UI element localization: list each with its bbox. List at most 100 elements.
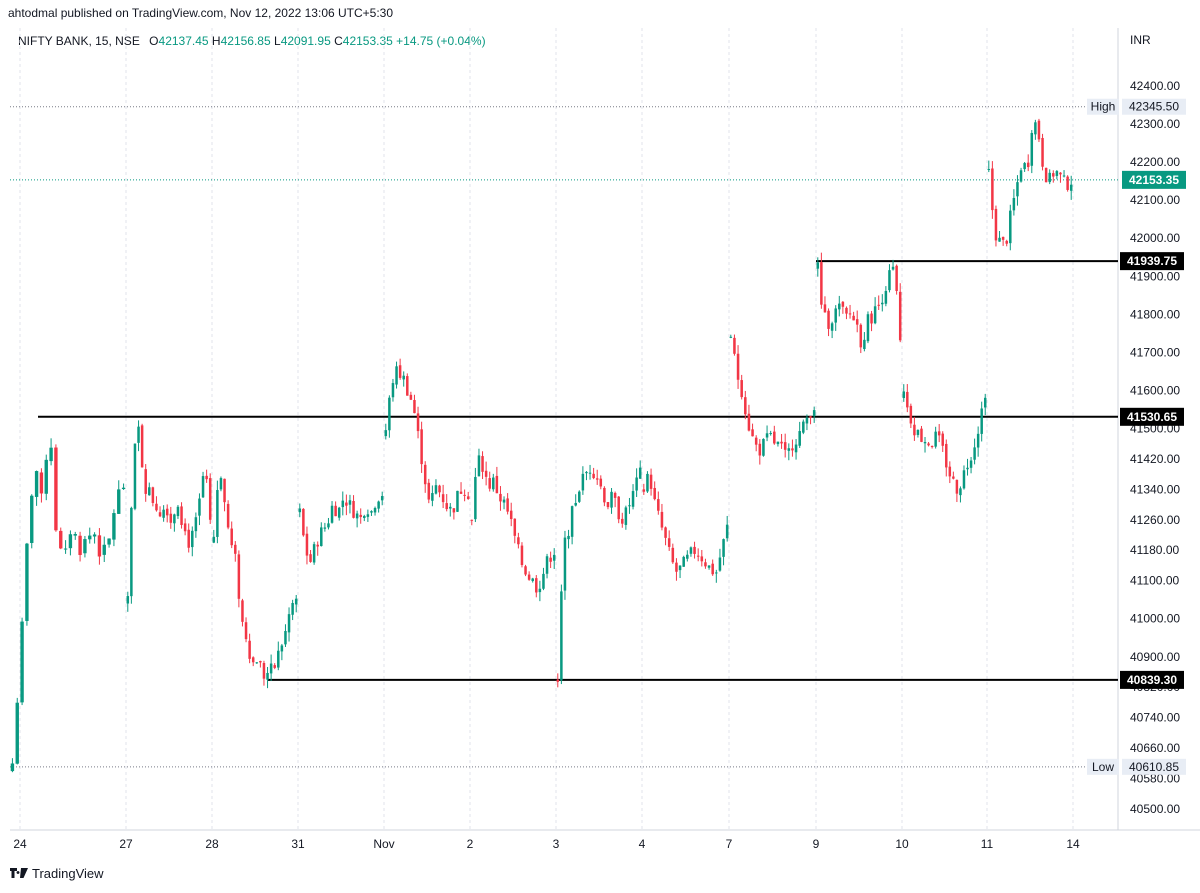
candle-body xyxy=(320,527,323,547)
candle-body xyxy=(973,447,976,460)
candle-body xyxy=(934,431,937,447)
candle-body xyxy=(552,554,556,561)
candle-body xyxy=(827,310,830,329)
level-price-tag xyxy=(1120,670,1184,689)
footer-brand: TradingView xyxy=(10,866,104,881)
candle-body xyxy=(923,441,927,444)
candle-body xyxy=(567,535,570,540)
candle-body xyxy=(330,505,334,523)
candle-body xyxy=(334,505,337,517)
candle-body xyxy=(945,443,948,468)
candle-body xyxy=(456,490,459,512)
candle-body xyxy=(34,471,39,497)
publisher-caption: ahtodmal published on TradingView.com, N… xyxy=(8,6,394,20)
candle-body xyxy=(642,489,646,492)
candle-body xyxy=(1066,176,1069,190)
candle-body xyxy=(592,473,595,479)
candle-body xyxy=(798,431,801,446)
candle-body xyxy=(1012,197,1016,211)
candle-body xyxy=(722,539,725,557)
candle-body xyxy=(355,513,359,519)
candle-body xyxy=(1069,184,1073,191)
candle-body xyxy=(373,507,377,513)
candle-body xyxy=(463,494,466,496)
candle-body xyxy=(20,621,24,703)
candle-body xyxy=(477,455,481,477)
candle-body xyxy=(284,630,287,645)
candle-body xyxy=(820,262,823,305)
candle-body xyxy=(423,464,427,485)
level-price-label: 41530.65 xyxy=(1127,410,1177,424)
candle-body xyxy=(948,466,952,477)
y-tick-label: 40740.00 xyxy=(1130,711,1180,725)
candle-body xyxy=(398,365,402,378)
high-tag-label: High xyxy=(1091,100,1116,114)
candle-body xyxy=(25,543,29,621)
candle-body xyxy=(10,763,15,772)
candle-body xyxy=(107,538,111,545)
candle-body xyxy=(388,397,391,431)
candle-body xyxy=(15,702,19,764)
candle-body xyxy=(144,469,147,494)
candle-body xyxy=(1030,132,1034,166)
candle-body xyxy=(251,657,255,663)
candle-body xyxy=(409,394,413,400)
candle-body xyxy=(588,472,592,474)
candle-body xyxy=(671,547,675,563)
candle-body xyxy=(502,499,506,503)
candle-body xyxy=(664,527,667,538)
candle-body xyxy=(291,603,294,615)
candle-body xyxy=(323,527,327,529)
candle-body xyxy=(187,529,190,548)
y-tick-label: 41420.00 xyxy=(1130,452,1180,466)
candle-body xyxy=(212,536,216,543)
x-tick-label: 11 xyxy=(981,837,994,851)
candle-body xyxy=(481,456,484,472)
candle-body xyxy=(866,314,870,342)
candle-body xyxy=(983,397,987,408)
candle-body xyxy=(628,505,631,507)
candle-body xyxy=(402,375,405,380)
open-value: 42137.45 xyxy=(158,34,209,48)
candle-body xyxy=(980,408,983,434)
candle-body xyxy=(976,433,980,448)
candle-body xyxy=(646,473,649,492)
candle-body xyxy=(556,679,560,682)
candle-body xyxy=(39,472,44,494)
candle-body xyxy=(1037,120,1041,140)
candle-body xyxy=(653,487,656,500)
candle-body xyxy=(747,413,751,431)
candle-body xyxy=(711,563,714,575)
low-label: L xyxy=(274,34,281,48)
y-tick-label: 40580.00 xyxy=(1130,772,1180,786)
low-value-bg xyxy=(1122,758,1186,775)
candle-body xyxy=(269,663,273,674)
candle-body xyxy=(538,588,542,593)
candle-body xyxy=(30,495,34,543)
candle-body xyxy=(348,500,352,505)
candle-body xyxy=(121,487,126,490)
candle-body xyxy=(112,513,116,540)
candle-body xyxy=(927,443,930,446)
candle-body xyxy=(888,270,891,291)
y-tick-label: 42400.00 xyxy=(1130,79,1180,93)
candle-body xyxy=(133,443,137,509)
candle-body xyxy=(696,555,700,557)
candle-body xyxy=(895,265,898,291)
y-tick-label: 41180.00 xyxy=(1130,543,1179,557)
candle-body xyxy=(740,380,743,398)
candle-body xyxy=(736,353,740,380)
candle-body xyxy=(277,650,280,668)
candle-body xyxy=(754,437,758,445)
candle-body xyxy=(667,538,671,547)
candle-body xyxy=(812,410,816,417)
candle-body xyxy=(208,478,212,520)
candle-body xyxy=(1019,170,1023,182)
candle-body xyxy=(137,426,140,443)
candle-body xyxy=(787,448,791,451)
candle-body xyxy=(1001,236,1005,240)
candle-body xyxy=(930,446,934,448)
candle-body xyxy=(434,485,438,494)
candle-body xyxy=(585,471,588,474)
